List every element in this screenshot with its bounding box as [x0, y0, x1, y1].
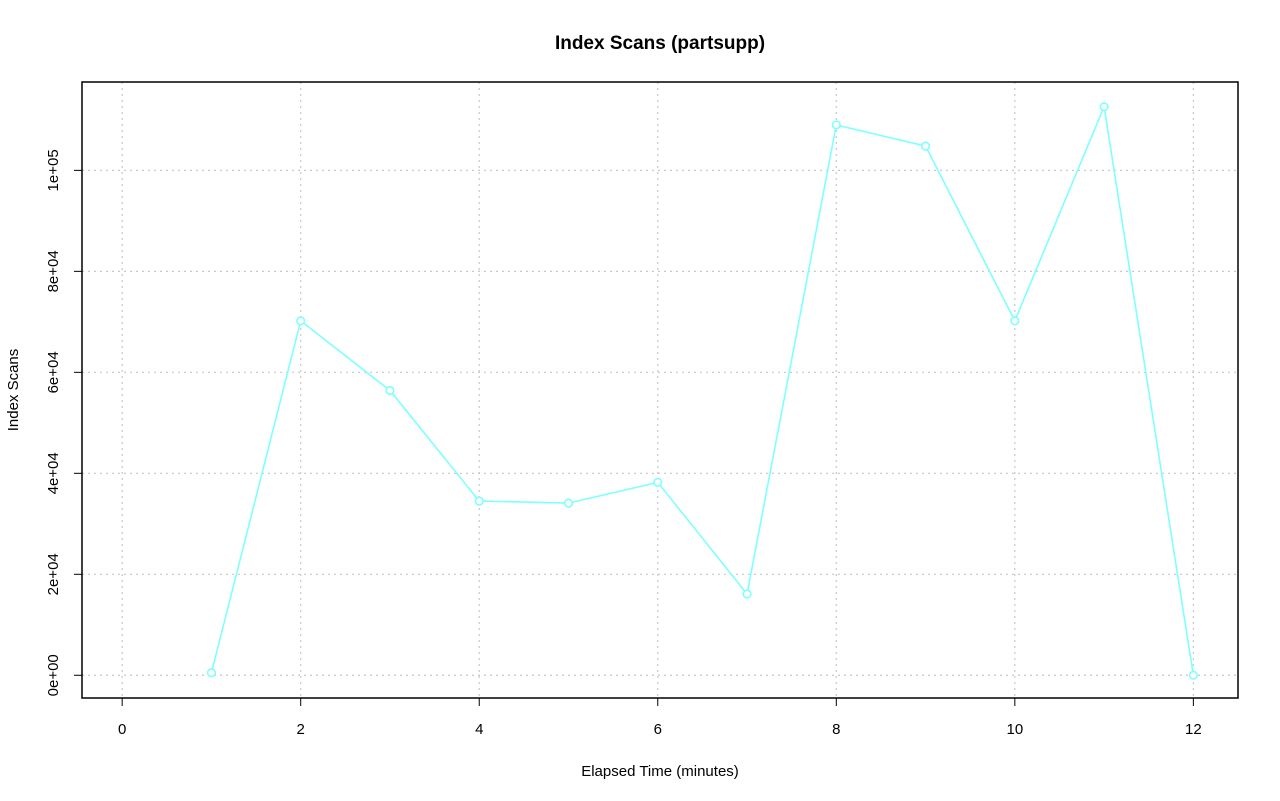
y-tick-label: 1e+05: [45, 149, 62, 191]
series-line: [210, 103, 1195, 676]
x-tick-label: 12: [1185, 721, 1202, 738]
grid: [82, 82, 1238, 698]
x-tick-label: 4: [475, 721, 483, 738]
x-tick-label: 10: [1006, 721, 1023, 738]
data-point: [1099, 102, 1109, 112]
y-tick-label: 0e+00: [45, 654, 62, 696]
data-point: [563, 498, 574, 508]
x-axis-label: Elapsed Time (minutes): [581, 763, 739, 780]
data-point: [920, 141, 931, 151]
plot-frame: [81, 81, 1239, 699]
y-tick-label: 8e+04: [45, 250, 62, 292]
data-point: [296, 316, 306, 326]
data-point: [474, 496, 484, 506]
data-point: [653, 477, 663, 488]
x-tick-label: 2: [297, 721, 305, 738]
y-tick-label: 2e+04: [45, 553, 62, 595]
series-layer: [206, 102, 1198, 680]
x-tick-label: 6: [654, 721, 662, 738]
y-axis: 0e+00 2e+04 4e+04 6e+04 8e+04 1e+05: [45, 149, 82, 696]
x-tick-label: 8: [832, 721, 840, 738]
x-axis: 0 2 4 6 8 10 12: [118, 698, 1202, 738]
y-axis-label: Index Scans: [5, 349, 22, 432]
y-tick-label: 6e+04: [45, 351, 62, 393]
x-tick-label: 0: [118, 721, 126, 738]
data-point: [742, 589, 752, 599]
data-point: [1188, 670, 1198, 680]
data-point: [1010, 316, 1020, 326]
data-point: [385, 385, 395, 396]
data-point: [206, 668, 217, 678]
chart-title: Index Scans (partsupp): [555, 33, 765, 54]
data-point: [831, 120, 841, 130]
y-tick-label: 4e+04: [45, 452, 62, 494]
